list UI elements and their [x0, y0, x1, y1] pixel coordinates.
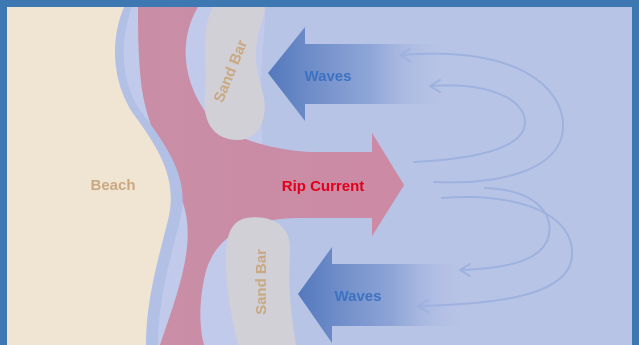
circulation-arrowhead-2 — [429, 79, 441, 93]
circulation-line-1 — [401, 52, 565, 184]
waves-arrow-bottom — [298, 247, 470, 343]
circulation-line-2 — [413, 84, 527, 163]
circulation-line-3 — [419, 196, 574, 307]
rip-current-arrowhead — [372, 133, 404, 236]
beach-label: Beach — [90, 177, 135, 194]
circulation-lines — [401, 52, 574, 307]
circulation-arrowhead-3 — [417, 299, 429, 313]
waves-bottom-label: Waves — [335, 288, 382, 305]
circulation-arrowhead-4 — [459, 263, 471, 277]
waves-top-label: Waves — [305, 68, 352, 85]
rip-current-label: Rip Current — [282, 178, 365, 195]
rip-current-channel — [138, 7, 404, 345]
circulation-arrowheads — [399, 48, 471, 313]
sand-bar-top — [204, 7, 265, 140]
circulation-arrowhead-1 — [399, 48, 411, 62]
circulation-line-4 — [461, 187, 551, 271]
sand-bar-bottom-label: Sand Bar — [253, 249, 270, 315]
beach — [7, 7, 171, 345]
sand-bar-bottom — [226, 217, 296, 345]
